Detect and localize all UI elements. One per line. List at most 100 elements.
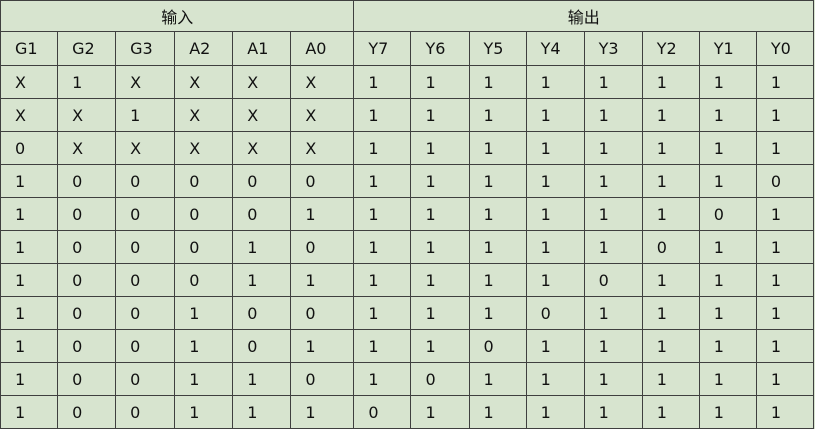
cell-y7: 0 bbox=[353, 395, 412, 429]
cell-g1: 1 bbox=[0, 230, 59, 264]
column-header-a0: A0 bbox=[290, 31, 355, 66]
cell-a2: X bbox=[174, 98, 234, 132]
cell-y6: 1 bbox=[410, 263, 470, 297]
cell-y0: 0 bbox=[755, 164, 815, 198]
cell-g1: 1 bbox=[0, 296, 59, 330]
cell-y0: 1 bbox=[755, 296, 815, 330]
cell-g3: 0 bbox=[115, 197, 176, 231]
cell-y5: 1 bbox=[468, 164, 527, 198]
cell-y3: 1 bbox=[583, 197, 643, 231]
cell-a0: 0 bbox=[290, 296, 355, 330]
cell-g2: X bbox=[57, 131, 117, 165]
cell-y7: 1 bbox=[353, 65, 412, 99]
cell-g2: 0 bbox=[57, 263, 117, 297]
column-header-row: G1 G2 G3 A2 A1 A0 Y7 Y6 Y5 Y4 Y3 Y2 Y1 Y0 bbox=[0, 31, 815, 66]
cell-g2: 0 bbox=[57, 362, 117, 396]
cell-y1: 1 bbox=[698, 362, 757, 396]
cell-y3: 1 bbox=[583, 395, 643, 429]
cell-y6: 1 bbox=[410, 197, 470, 231]
cell-g2: 0 bbox=[57, 164, 117, 198]
cell-y4: 1 bbox=[525, 98, 585, 132]
cell-y4: 1 bbox=[525, 230, 585, 264]
cell-y6: 1 bbox=[410, 395, 470, 429]
column-header-g3: G3 bbox=[115, 31, 176, 66]
cell-y4: 1 bbox=[525, 164, 585, 198]
cell-y7: 1 bbox=[353, 197, 412, 231]
cell-y5: 1 bbox=[468, 296, 527, 330]
cell-y7: 1 bbox=[353, 263, 412, 297]
cell-y7: 1 bbox=[353, 131, 412, 165]
cell-g2: 0 bbox=[57, 296, 117, 330]
cell-y0: 1 bbox=[755, 362, 815, 396]
cell-y2: 1 bbox=[641, 98, 700, 132]
cell-y1: 1 bbox=[698, 131, 757, 165]
cell-y2: 1 bbox=[641, 263, 700, 297]
cell-a0: 0 bbox=[290, 164, 355, 198]
cell-y1: 1 bbox=[698, 65, 757, 99]
cell-a1: 0 bbox=[232, 197, 292, 231]
cell-g1: 1 bbox=[0, 395, 59, 429]
cell-y7: 1 bbox=[353, 329, 412, 363]
cell-g3: 0 bbox=[115, 263, 176, 297]
cell-y1: 0 bbox=[698, 197, 757, 231]
column-header-y0: Y0 bbox=[755, 31, 815, 66]
cell-a0: 1 bbox=[290, 263, 355, 297]
cell-y7: 1 bbox=[353, 164, 412, 198]
cell-y4: 1 bbox=[525, 395, 585, 429]
cell-a1: 1 bbox=[232, 362, 292, 396]
cell-y3: 1 bbox=[583, 65, 643, 99]
cell-a1: 1 bbox=[232, 395, 292, 429]
column-header-y6: Y6 bbox=[410, 31, 470, 66]
cell-y7: 1 bbox=[353, 296, 412, 330]
cell-a2: 1 bbox=[174, 362, 234, 396]
column-header-y3: Y3 bbox=[583, 31, 643, 66]
cell-g3: 0 bbox=[115, 395, 176, 429]
cell-y3: 1 bbox=[583, 131, 643, 165]
cell-y3: 0 bbox=[583, 263, 643, 297]
cell-y1: 1 bbox=[698, 329, 757, 363]
cell-y1: 1 bbox=[698, 263, 757, 297]
cell-y0: 1 bbox=[755, 395, 815, 429]
cell-y2: 1 bbox=[641, 197, 700, 231]
cell-g2: 1 bbox=[57, 65, 117, 99]
cell-y6: 1 bbox=[410, 98, 470, 132]
cell-a2: X bbox=[174, 65, 234, 99]
cell-a2: 0 bbox=[174, 230, 234, 264]
cell-a2: 1 bbox=[174, 329, 234, 363]
cell-y2: 1 bbox=[641, 164, 700, 198]
cell-y5: 1 bbox=[468, 197, 527, 231]
cell-g1: 0 bbox=[0, 131, 59, 165]
cell-a2: 0 bbox=[174, 164, 234, 198]
cell-g2: 0 bbox=[57, 230, 117, 264]
cell-a1: X bbox=[232, 98, 292, 132]
cell-a1: 0 bbox=[232, 164, 292, 198]
cell-a2: 1 bbox=[174, 296, 234, 330]
cell-g1: 1 bbox=[0, 197, 59, 231]
cell-y5: 1 bbox=[468, 98, 527, 132]
cell-y7: 1 bbox=[353, 98, 412, 132]
cell-a1: 0 bbox=[232, 296, 292, 330]
cell-y1: 1 bbox=[698, 395, 757, 429]
cell-a0: 1 bbox=[290, 329, 355, 363]
column-header-a2: A2 bbox=[174, 31, 234, 66]
cell-a0: X bbox=[290, 131, 355, 165]
cell-g3: X bbox=[115, 131, 176, 165]
cell-g3: 0 bbox=[115, 230, 176, 264]
cell-y6: 1 bbox=[410, 164, 470, 198]
cell-y4: 1 bbox=[525, 362, 585, 396]
cell-a0: 1 bbox=[290, 395, 355, 429]
cell-y4: 1 bbox=[525, 131, 585, 165]
cell-a1: X bbox=[232, 131, 292, 165]
cell-y1: 1 bbox=[698, 230, 757, 264]
cell-g2: 0 bbox=[57, 395, 117, 429]
cell-g3: 0 bbox=[115, 329, 176, 363]
cell-g1: 1 bbox=[0, 164, 59, 198]
cell-g1: X bbox=[0, 65, 59, 99]
